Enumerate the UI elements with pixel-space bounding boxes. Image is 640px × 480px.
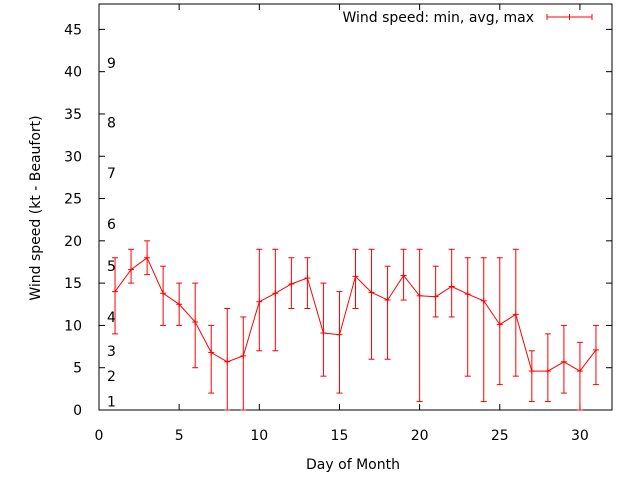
- legend: Wind speed: min, avg, max: [342, 10, 593, 26]
- avg-point: [288, 280, 295, 287]
- avg-point: [160, 290, 167, 297]
- avg-point: [112, 288, 119, 295]
- avg-point: [576, 368, 583, 375]
- avg-point: [352, 273, 359, 280]
- legend-label: Wind speed: min, avg, max: [342, 10, 534, 26]
- avg-point: [224, 358, 231, 365]
- avg-point: [480, 297, 487, 304]
- avg-point: [560, 358, 567, 365]
- avg-point: [144, 254, 151, 261]
- beaufort-label: 1: [107, 395, 116, 411]
- avg-point: [240, 352, 247, 359]
- y-tick-label: 10: [64, 318, 82, 334]
- x-tick-label: 20: [411, 428, 429, 444]
- avg-point: [208, 349, 215, 356]
- beaufort-label: 4: [107, 310, 116, 326]
- avg-series-points: [112, 254, 599, 375]
- y-tick-label: 25: [64, 192, 82, 208]
- beaufort-label: 6: [107, 217, 116, 233]
- avg-point: [272, 290, 279, 297]
- y-tick-label: 40: [64, 65, 82, 81]
- x-tick-label: 25: [491, 428, 509, 444]
- avg-point: [448, 283, 455, 290]
- y-tick-label: 0: [73, 403, 82, 419]
- avg-point: [512, 311, 519, 318]
- avg-point: [528, 368, 535, 375]
- x-tick-label: 5: [175, 428, 184, 444]
- avg-point: [496, 321, 503, 328]
- y-tick-label: 5: [73, 361, 82, 377]
- avg-point: [368, 289, 375, 296]
- x-tick-label: 0: [95, 428, 104, 444]
- y-tick-label: 35: [64, 107, 82, 123]
- beaufort-labels: 1 2 3 4 5 6 7 8 9: [107, 56, 116, 410]
- avg-point: [464, 291, 471, 298]
- avg-point: [336, 331, 343, 338]
- avg-point: [176, 301, 183, 308]
- avg-point: [192, 319, 199, 326]
- y-tick-label: 30: [64, 149, 82, 165]
- beaufort-label: 2: [107, 369, 116, 385]
- plot-frame: [98, 3, 613, 411]
- legend-sample: [546, 14, 593, 20]
- y-tick-label: 15: [64, 276, 82, 292]
- beaufort-label: 3: [107, 344, 116, 360]
- x-tick-label: 15: [331, 428, 349, 444]
- y-tick-label: 20: [64, 234, 82, 250]
- error-bars: [112, 240, 599, 411]
- avg-point: [304, 275, 311, 282]
- beaufort-label: 8: [107, 115, 116, 131]
- beaufort-label: 5: [107, 259, 116, 275]
- avg-point: [432, 293, 439, 300]
- y-axis-label: Wind speed (kt - Beaufort): [28, 115, 44, 300]
- avg-point: [256, 298, 263, 305]
- x-axis-label: Day of Month: [306, 457, 400, 473]
- avg-point: [592, 346, 599, 353]
- beaufort-label: 9: [107, 56, 116, 72]
- avg-point: [544, 368, 551, 375]
- avg-point: [128, 266, 135, 273]
- y-tick-label: 45: [64, 22, 82, 38]
- x-tick-label: 30: [571, 428, 589, 444]
- avg-point: [384, 297, 391, 304]
- x-tick-label: 10: [250, 428, 268, 444]
- beaufort-label: 7: [107, 166, 116, 182]
- avg-point: [320, 330, 327, 337]
- avg-point: [416, 292, 423, 299]
- avg-point: [400, 272, 407, 279]
